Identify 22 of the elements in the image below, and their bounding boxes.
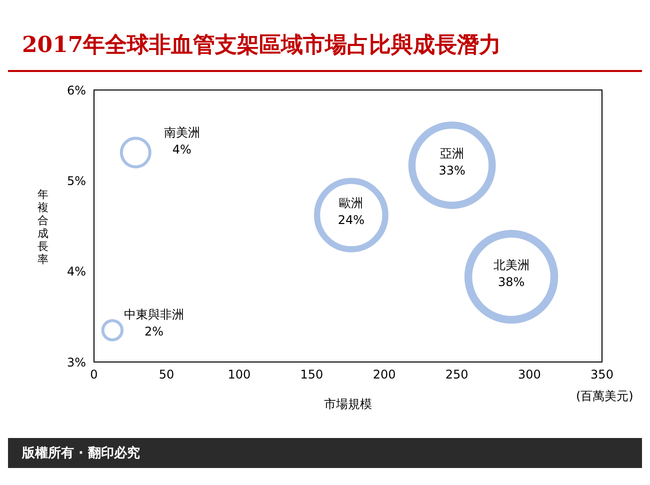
x-tick-label: 200 [372,368,396,382]
y-tick-label: 3% [66,355,86,370]
x-tick-label: 0 [90,368,98,382]
x-tick-label: 150 [300,368,324,382]
data-label: 歐洲 24% [338,196,365,228]
y-tick-label: 6% [66,83,86,98]
x-tick-label: 250 [445,368,468,382]
y-axis-title: 年複合成長率 [36,188,50,266]
chart-title: 2017年全球非血管支架區域市場占比與成長潛力 [22,31,502,60]
x-tick-label: 50 [158,368,174,382]
data-label: 中東與非洲 2% [124,308,184,339]
x-tick-label: 350 [590,368,614,382]
y-tick-label: 5% [66,174,86,188]
data-label: 南美洲 4% [164,125,200,156]
text: 版權所有 · 翻印必究 [22,444,140,462]
x-axis-title: 市場規模 [324,397,372,411]
text: (百萬美元) [576,388,634,405]
data-label: 北美洲 38% [493,258,530,289]
data-label: 亞洲 33% [438,146,466,178]
x-tick-label: 100 [228,368,251,382]
y-tick-label: 4% [66,264,86,279]
x-tick-label: 300 [518,368,541,382]
